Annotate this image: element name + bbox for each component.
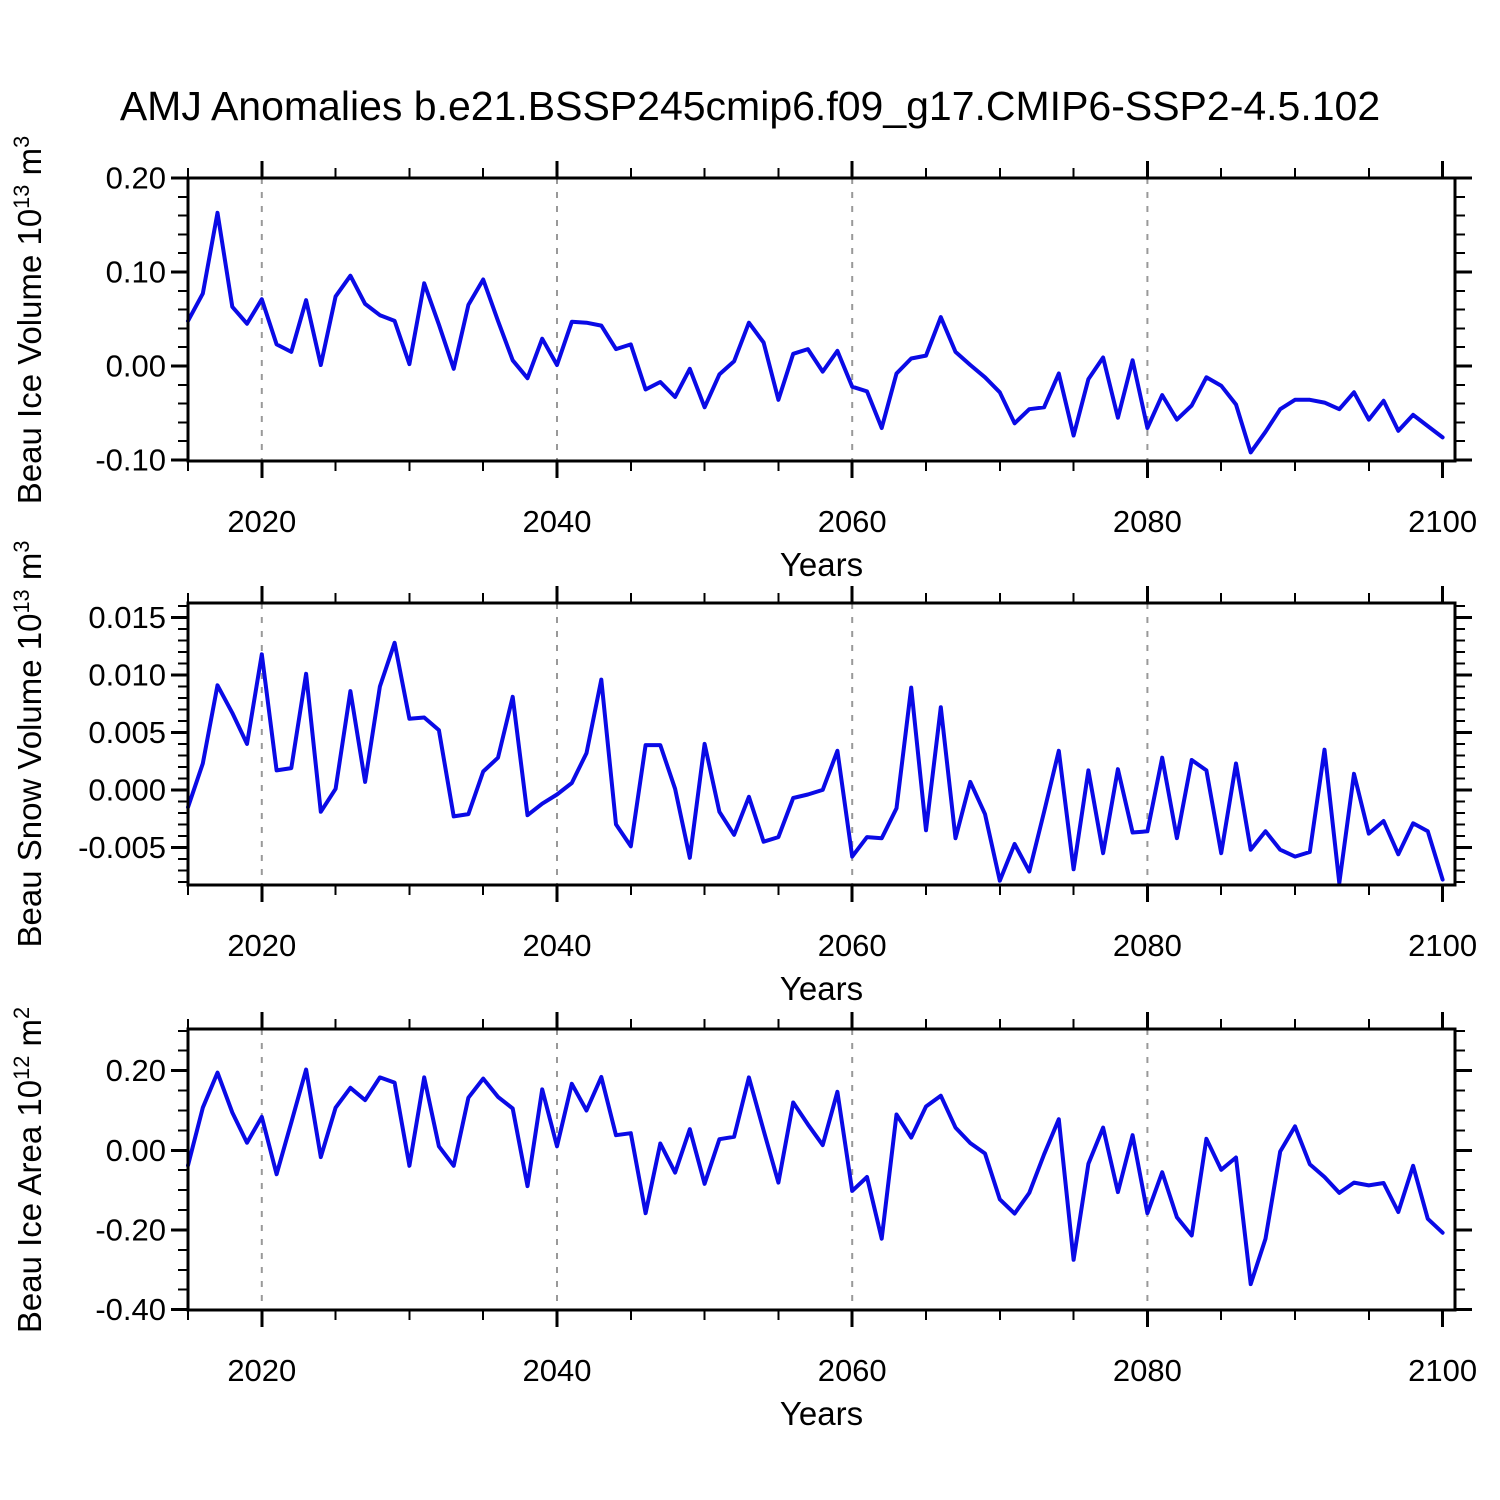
y-tick-label: 0.005 <box>88 715 166 750</box>
x-tick-label: 2100 <box>1408 504 1477 539</box>
y-tick-label: 0.000 <box>88 772 166 807</box>
panel-box-3 <box>186 1027 1457 1312</box>
y-tick-label: 0.015 <box>88 600 166 635</box>
y-tick-label: 0.00 <box>106 1133 166 1168</box>
x-axis-label-years-panel2: Years <box>779 970 864 1007</box>
x-tick-label: 2020 <box>227 504 296 539</box>
x-tick-label: 2060 <box>818 928 887 963</box>
x-tick-label: 2060 <box>818 1353 887 1388</box>
x-axis-label-years-panel1: Years <box>779 546 864 583</box>
x-tick-label: 2080 <box>1113 504 1182 539</box>
x-tick-label: 2020 <box>227 1353 296 1388</box>
y-tick-label: 0.20 <box>106 1053 166 1088</box>
y-tick-label: -0.20 <box>95 1212 166 1247</box>
x-tick-label: 2020 <box>227 928 296 963</box>
y-tick-label: 0.00 <box>106 348 166 383</box>
y-tick-label: -0.005 <box>78 830 166 865</box>
x-tick-label: 2100 <box>1408 1353 1477 1388</box>
y-tick-label: 0.010 <box>88 657 166 692</box>
y-tick-label: 0.20 <box>106 161 166 196</box>
x-tick-label: 2100 <box>1408 928 1477 963</box>
x-tick-label: 2040 <box>523 504 592 539</box>
y-tick-label: 0.10 <box>106 254 166 289</box>
x-tick-label: 2040 <box>523 928 592 963</box>
y-tick-label: -0.40 <box>95 1292 166 1327</box>
beau-snow-volume-series-line <box>186 640 1445 885</box>
x-tick-label: 2060 <box>818 504 887 539</box>
beau-ice-volume-series-line <box>186 210 1445 455</box>
panel-box-2 <box>186 601 1457 887</box>
chart-title: AMJ Anomalies b.e21.BSSP245cmip6.f09_g17… <box>119 83 1381 129</box>
panel-box-1 <box>186 176 1457 463</box>
x-axis-label-years-panel3: Years <box>779 1395 864 1432</box>
x-tick-label: 2080 <box>1113 928 1182 963</box>
x-tick-label: 2040 <box>523 1353 592 1388</box>
y-tick-label: -0.10 <box>95 442 166 477</box>
beau-ice-area-series-line <box>186 1067 1445 1287</box>
x-tick-label: 2080 <box>1113 1353 1182 1388</box>
